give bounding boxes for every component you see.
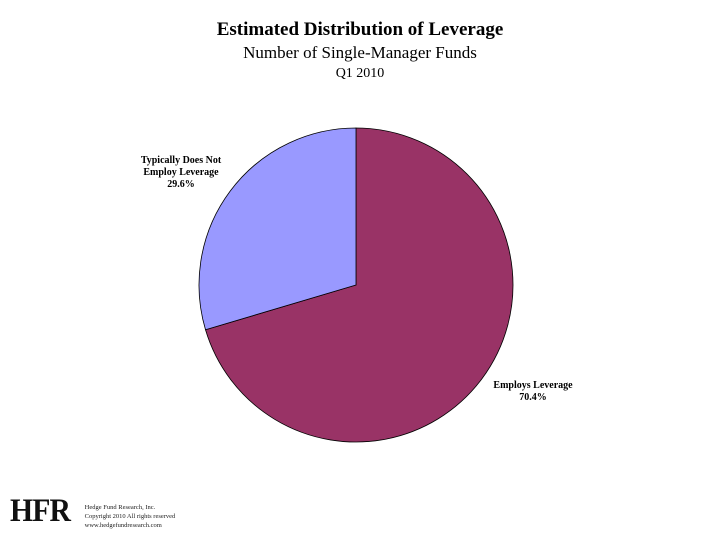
slice-label-line: Typically Does Not xyxy=(140,155,222,166)
slice-label-employs-leverage: Employs Leverage 70.4% xyxy=(478,380,588,404)
chart-titles: Estimated Distribution of Leverage Numbe… xyxy=(0,18,720,84)
slice-label-line: Employs Leverage xyxy=(493,380,573,391)
hfr-logo: HFR xyxy=(10,493,71,529)
chart-title: Estimated Distribution of Leverage xyxy=(216,19,504,40)
credit-line: www.hedgefundresearch.com xyxy=(84,522,162,529)
chart-period: Q1 2010 xyxy=(335,66,385,81)
footer: HFR Hedge Fund Research, Inc. Copyright … xyxy=(10,495,175,530)
footer-credits: Hedge Fund Research, Inc. Copyright 2010… xyxy=(85,503,176,530)
slice-label-line: 29.6% xyxy=(167,179,195,190)
pie-slice-employs-leverage xyxy=(205,127,514,443)
credit-line: Hedge Fund Research, Inc. xyxy=(84,504,156,511)
credit-line: Copyright 2010 All rights reserved xyxy=(84,513,176,520)
slice-label-line: 70.4% xyxy=(519,392,547,403)
pie-slice-no-leverage xyxy=(198,127,357,331)
slice-label-line: Employ Leverage xyxy=(143,167,219,178)
slice-label-no-leverage: Typically Does Not Employ Leverage 29.6% xyxy=(126,155,236,191)
chart-subtitle: Number of Single-Manager Funds xyxy=(243,43,477,62)
